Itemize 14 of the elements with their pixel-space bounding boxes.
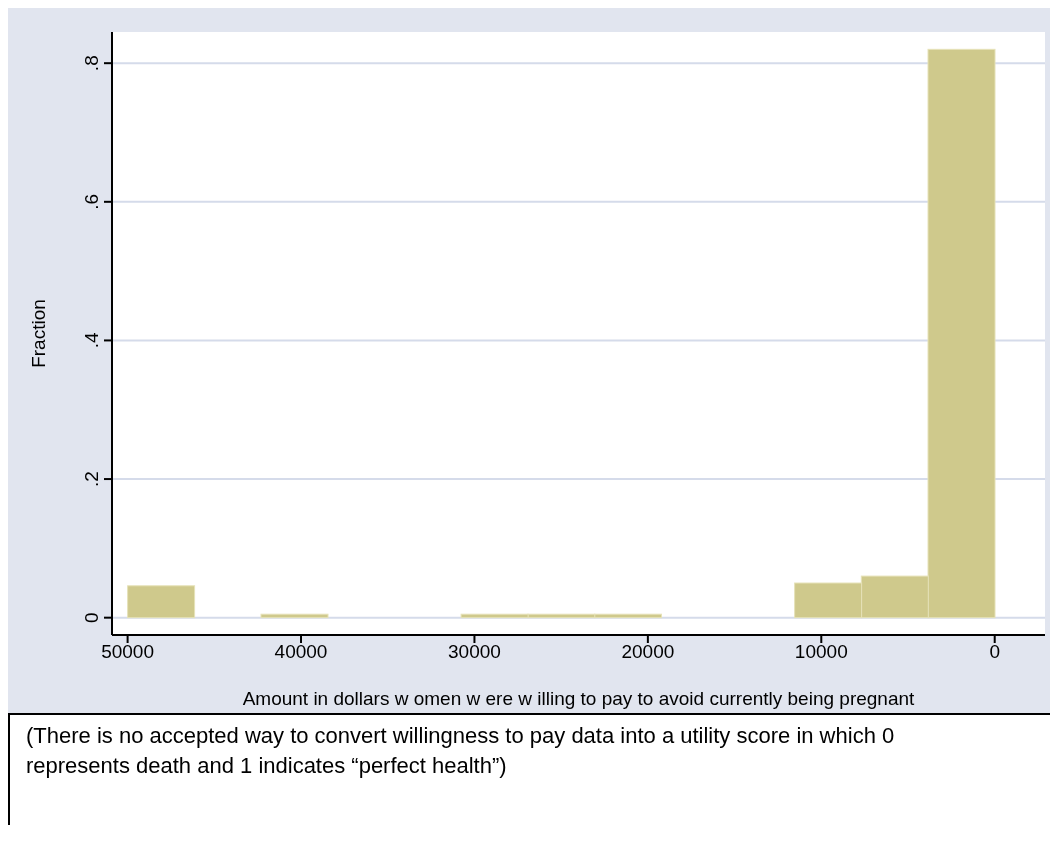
x-tick-label: 40000: [274, 641, 328, 663]
y-tick-label: .4: [81, 332, 102, 349]
y-axis-title: Fraction: [27, 299, 49, 368]
x-tick-label: 30000: [448, 641, 501, 663]
y-tick-label: .2: [81, 471, 102, 487]
text: (There is no accepted way to convert willingness to pay data into a utility score in which 0 represents death and 1 indicates “perfect health”): [26, 722, 896, 780]
y-tick-label: 0: [81, 612, 102, 623]
x-axis-title: Amount in dollars w omen w ere w illing to pay to avoid currently being pregnant: [242, 688, 916, 709]
y-tick-label: .8: [81, 55, 102, 72]
x-tick-label: 20000: [621, 641, 675, 663]
x-tick-label: 50000: [101, 641, 155, 663]
x-tick-label: 10000: [794, 641, 848, 663]
y-tick-label: .6: [81, 193, 102, 210]
x-tick-label: 0: [989, 641, 1000, 663]
